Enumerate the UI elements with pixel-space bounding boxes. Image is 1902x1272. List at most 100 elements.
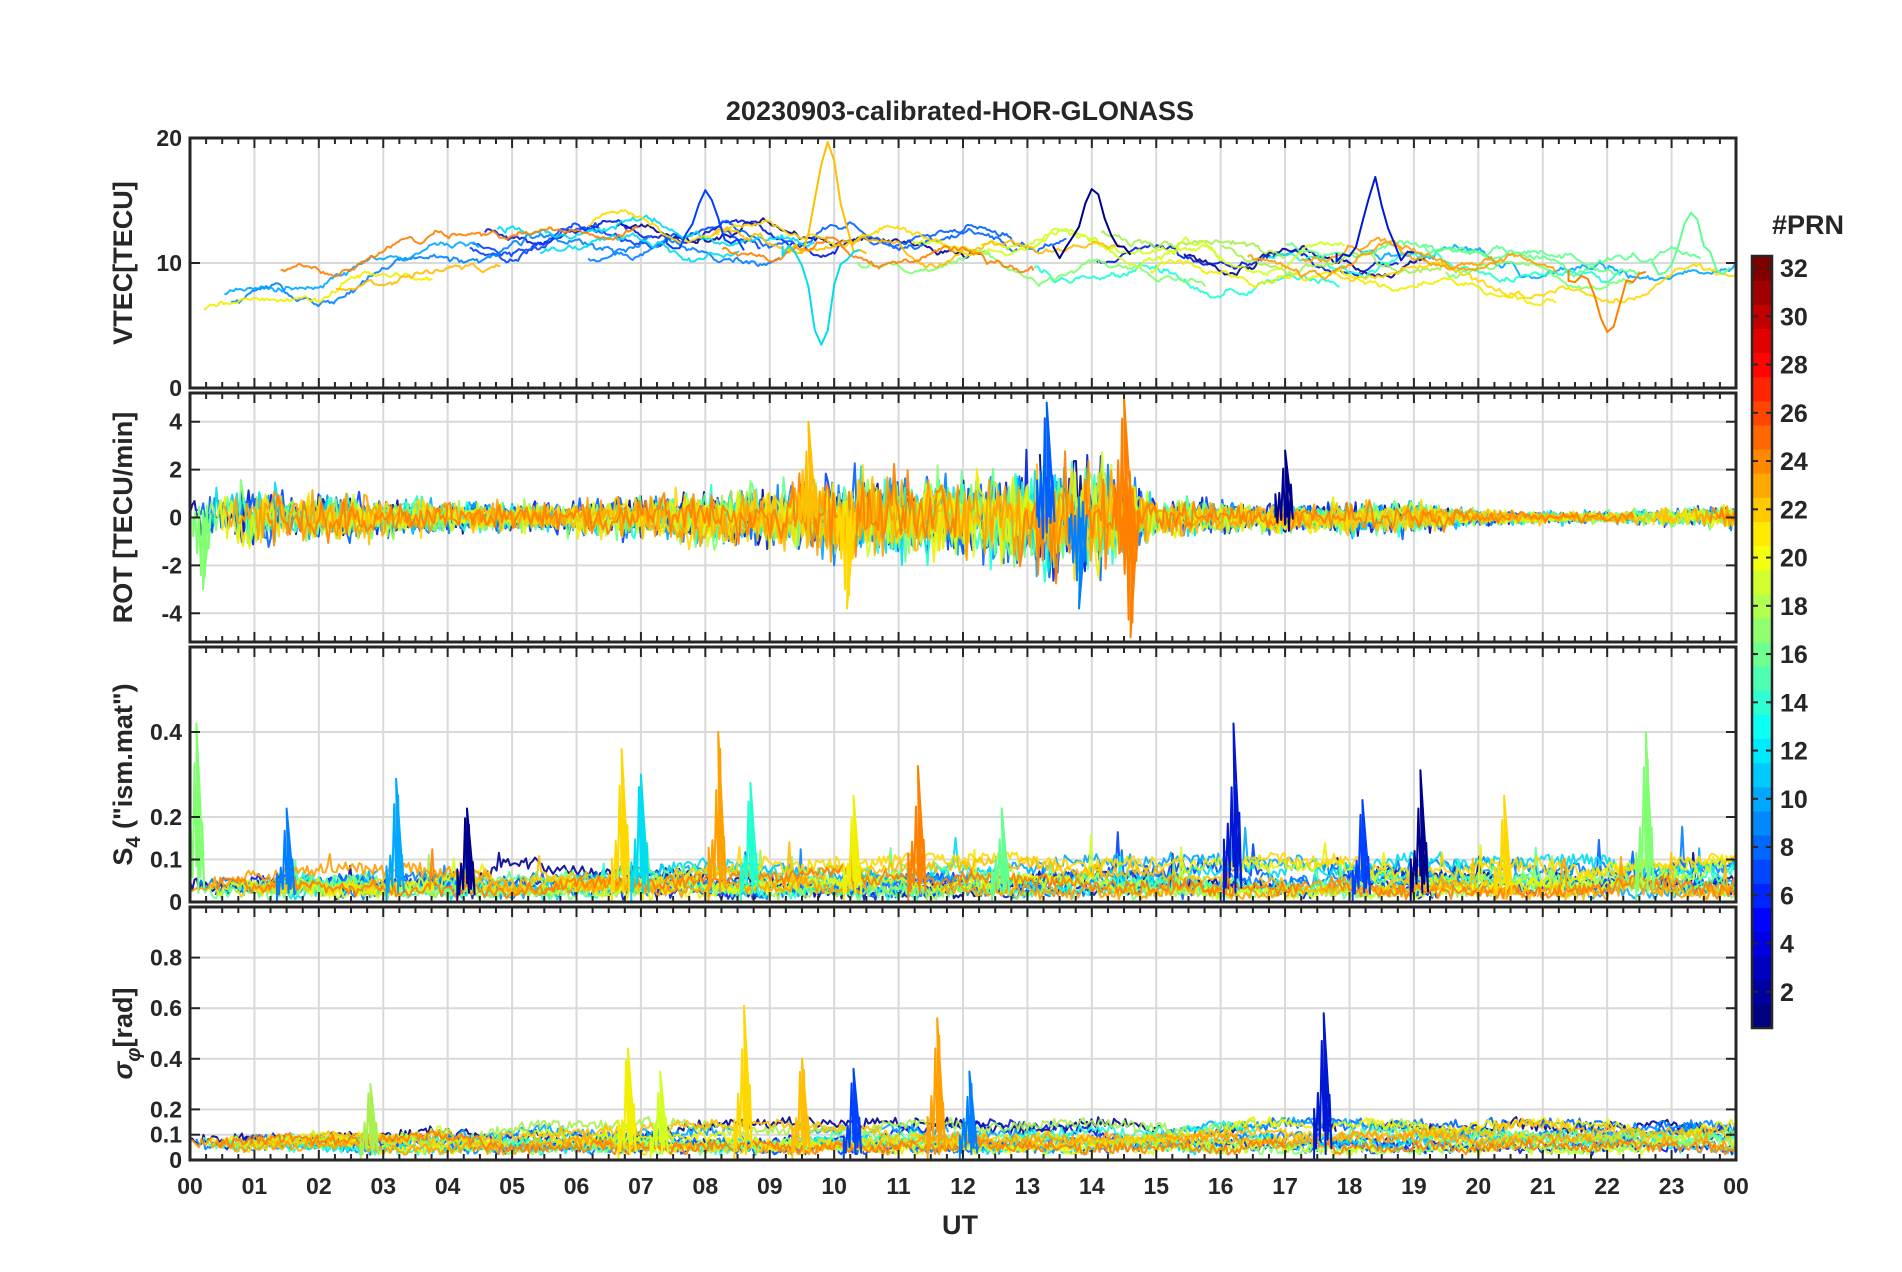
panel-s4: 00.10.20.4S4 ("ism.mat"): [108, 645, 1738, 915]
colorbar-step: [1752, 786, 1772, 812]
panel-rot: -4 -2 0 2 4 ROT [TECU/min]: [108, 391, 1738, 644]
panel-sigma-feature-7: [359, 1083, 380, 1160]
colorbar-step: [1752, 762, 1772, 788]
colorbar-step: [1752, 400, 1772, 426]
colorbar-tick-label: 2: [1780, 979, 1794, 1007]
panel-s4-ytick-label: 0.2: [150, 804, 182, 830]
panel-sigma-minor-ticks: [189, 907, 1737, 1160]
panel-s4-feature-7: [739, 782, 760, 902]
x-tick-label: 07: [628, 1173, 654, 1199]
panel-rot-feature-3: [797, 420, 818, 546]
x-axis-label: UT: [942, 1210, 978, 1240]
ylabel-main: σ: [108, 1061, 138, 1080]
colorbar-step: [1752, 280, 1772, 305]
colorbar-step: [1752, 256, 1772, 281]
panel-sigma-feature-3: [617, 1047, 637, 1160]
colorbar-tick-label: 32: [1780, 255, 1808, 283]
x-tick-label: 22: [1594, 1173, 1620, 1199]
x-tick-label: 02: [306, 1173, 332, 1199]
x-tick-label: 16: [1208, 1173, 1234, 1199]
colorbar-step: [1752, 328, 1772, 354]
panel-s4-feature-2: [385, 777, 405, 902]
colorbar-step: [1752, 352, 1772, 378]
x-tick-label: 11: [886, 1173, 911, 1199]
colorbar-step: [1752, 1003, 1772, 1029]
panel-vtec-ytick-label: 20: [156, 125, 182, 151]
panel-vtec-series-prn-22: [1247, 236, 1558, 281]
colorbar-step: [1752, 617, 1772, 643]
x-tick-label: 21: [1530, 1173, 1556, 1199]
panel-sigma-feature-6: [842, 1067, 863, 1160]
x-tick-label: 08: [693, 1173, 719, 1199]
colorbar-step: [1752, 907, 1772, 933]
panel-rot-traces: [190, 396, 1736, 639]
colorbar-step: [1752, 642, 1772, 667]
panel-rot-ytick-label: -4: [162, 600, 183, 626]
x-tick-label: 15: [1143, 1173, 1169, 1199]
ylabel-rest: ("ism.mat"): [108, 683, 138, 836]
panel-s4-feature-12: [1351, 799, 1372, 902]
panel-vtec-ytick-label: 10: [156, 250, 182, 276]
colorbar-step: [1752, 449, 1772, 474]
panel-vtec: 0 10 20 VTEC[TECU]: [108, 125, 1738, 401]
colorbar-step: [1752, 835, 1772, 860]
x-tick-label: 19: [1401, 1173, 1427, 1199]
panel-s4-series-prn-23: [214, 848, 1736, 901]
panel-s4-feature-8: [842, 794, 863, 902]
panel-s4-ytick-label: 0.4: [150, 719, 182, 745]
panel-vtec-series-prn-20: [587, 209, 1736, 304]
panel-s4-ytick-label: 0.1: [150, 847, 182, 873]
panel-sigma: 00.10.20.40.60.8σφ[rad]: [108, 905, 1738, 1173]
colorbar-step: [1752, 979, 1772, 1005]
panel-s4-ylabel: S4 ("ism.mat"): [108, 683, 145, 865]
x-tick-label: 01: [242, 1173, 268, 1199]
x-tick-label: 12: [950, 1173, 976, 1199]
panel-s4-series-prn-21: [260, 841, 1736, 901]
ylabel-sub: φ: [123, 1048, 145, 1062]
panel-sigma-ytick-label: 0.1: [150, 1122, 182, 1148]
panel-rot-feature-5: [192, 504, 212, 591]
ylabel-main: S: [108, 848, 138, 866]
panel-vtec-minor-ticks: [189, 138, 1737, 388]
colorbar-tick-label: 4: [1780, 931, 1794, 959]
panel-sigma-feature-1: [926, 1017, 946, 1160]
colorbar-step: [1752, 593, 1772, 619]
panel-rot-ytick-label: -2: [162, 552, 182, 578]
colorbar-tick-label: 18: [1780, 593, 1808, 621]
panel-sigma-ytick-label: 0.6: [150, 995, 182, 1021]
colorbar-tick-label: 30: [1780, 303, 1808, 331]
panel-sigma-ytick-label: 0.2: [150, 1096, 182, 1122]
colorbar-step: [1752, 690, 1772, 715]
colorbar-step: [1752, 859, 1772, 884]
x-tick-label: 20: [1466, 1173, 1492, 1199]
panel-rot-ytick-label: 4: [169, 409, 182, 435]
panel-rot-feature-2: [1036, 401, 1056, 540]
ylabel-rest: [rad]: [108, 988, 138, 1048]
colorbar-step: [1752, 955, 1772, 981]
x-tick-label: 18: [1337, 1173, 1363, 1199]
x-tick-label: 13: [1015, 1173, 1041, 1199]
panel-rot-feature-1: [1119, 489, 1140, 639]
panel-sigma-series-prn-23: [215, 1130, 1735, 1156]
panel-s4-feature-13: [1409, 769, 1430, 902]
colorbar-step: [1752, 304, 1772, 329]
colorbar-step: [1752, 714, 1772, 740]
panel-sigma-ytick-label: 0.8: [150, 945, 182, 971]
colorbar-tick-label: 16: [1780, 641, 1808, 669]
panel-sigma-feature-4: [791, 1057, 811, 1160]
colorbar-step: [1752, 666, 1772, 691]
panel-s4-feature-4: [610, 748, 631, 902]
panel-s4-feature-14: [1493, 794, 1513, 902]
panel-rot-feature-7: [1274, 449, 1294, 532]
panel-rot-minor-ticks: [189, 393, 1737, 642]
panel-s4-series-prn-20: [234, 845, 1736, 898]
colorbar-step: [1752, 883, 1772, 908]
panel-sigma-feature-5: [649, 1070, 669, 1160]
colorbar-tick-label: 12: [1780, 738, 1808, 766]
x-tick-label: 00: [1723, 1173, 1749, 1199]
panel-s4-feature-6: [707, 731, 727, 902]
colorbar-step: [1752, 424, 1772, 450]
panel-vtec-feature-1: [665, 189, 745, 251]
panel-vtec-ytick-label: 0: [169, 375, 182, 401]
